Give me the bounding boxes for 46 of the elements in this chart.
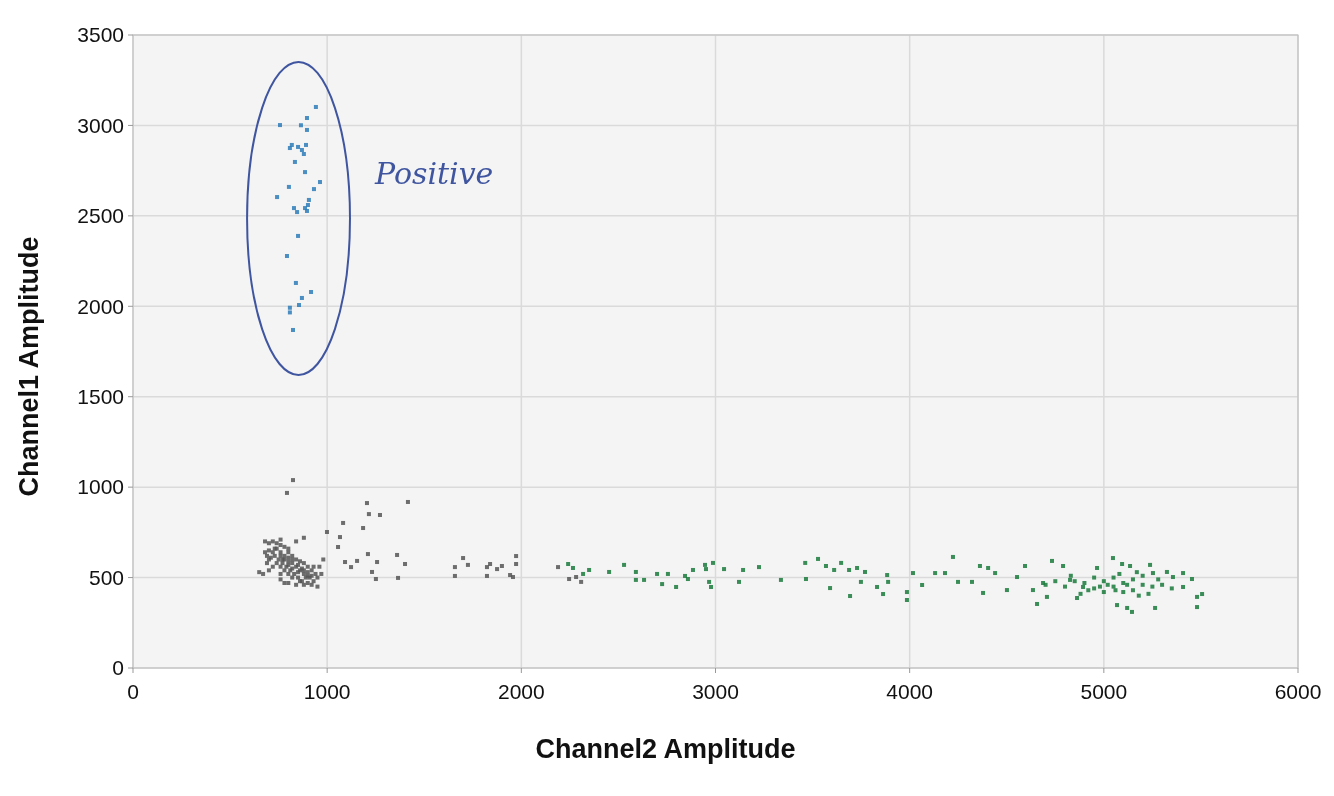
x-axis-title: Channel2 Amplitude	[535, 734, 796, 764]
y-tick-label: 3500	[77, 23, 124, 47]
point	[286, 184, 291, 189]
point	[284, 254, 289, 259]
x-tick-label: 2000	[497, 680, 545, 703]
point	[304, 142, 308, 147]
point	[313, 104, 318, 109]
point	[295, 210, 300, 215]
x-tick-label: 1000	[303, 680, 351, 703]
annotation: Positive	[373, 155, 494, 191]
point	[297, 303, 302, 308]
point	[296, 233, 301, 238]
point	[299, 148, 304, 153]
y-tick-label: 500	[88, 565, 124, 589]
point	[298, 123, 303, 128]
point	[311, 187, 316, 192]
y-tick-label: 1000	[77, 475, 124, 499]
y-tick-label: 2500	[77, 204, 124, 228]
point	[309, 290, 314, 294]
point	[287, 146, 292, 151]
y-tick-label: 3000	[77, 113, 124, 137]
point	[304, 127, 309, 132]
x-tick-label: 3000	[692, 680, 739, 703]
point	[293, 280, 298, 285]
point	[306, 197, 311, 202]
point	[277, 123, 282, 128]
point	[299, 295, 304, 300]
point	[275, 195, 280, 200]
point	[287, 310, 292, 315]
point	[296, 144, 301, 149]
y-axis-title: Channel1 Amplitude	[14, 236, 44, 497]
x-tick-label: 0	[127, 680, 139, 703]
point	[292, 159, 297, 164]
y-tick-label: 2000	[77, 294, 124, 318]
point	[290, 327, 295, 332]
x-tick-label: 4000	[886, 680, 934, 703]
x-tick-label: 5000	[1080, 680, 1128, 703]
y-tick-label: 1500	[77, 385, 124, 409]
point	[291, 206, 296, 211]
point	[287, 305, 292, 310]
point	[301, 152, 306, 156]
y-tick-label: 0	[112, 656, 124, 680]
point	[304, 116, 309, 121]
point	[303, 170, 308, 175]
point	[317, 180, 322, 185]
x-tick-label: 6000	[1274, 680, 1322, 703]
